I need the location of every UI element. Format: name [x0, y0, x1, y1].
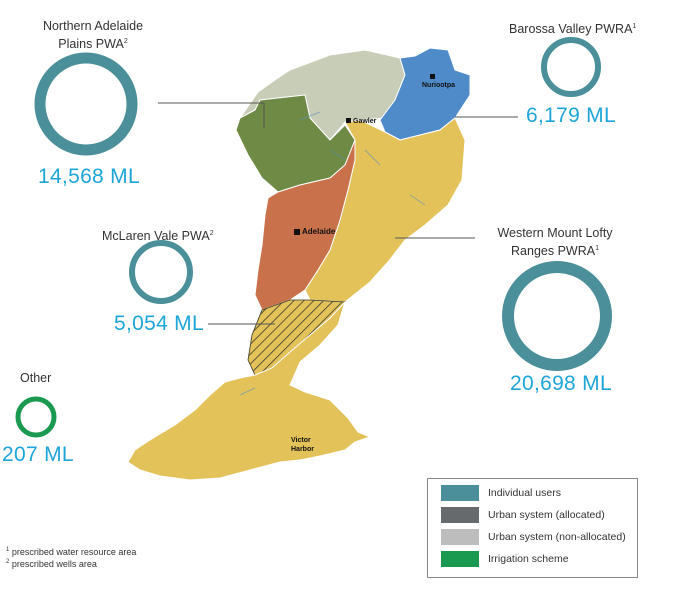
- northern-adelaide-plains-grey-area: [239, 49, 406, 141]
- other-volume-ring: [15, 396, 57, 438]
- mclaren-vale-volume: 5,054 ML: [114, 312, 204, 335]
- victor-harbor-label-line1: Victor: [291, 437, 311, 444]
- adelaide-marker: [294, 229, 300, 235]
- western-mount-lofty-title: Western Mount Lofty Ranges PWRA1: [497, 226, 613, 259]
- other-volume: 207 ML: [2, 443, 74, 466]
- barossa-volume: 6,179 ML: [526, 104, 616, 127]
- legend-swatch-urban-non-allocated: [441, 529, 479, 545]
- adelaide-label: Adelaide: [302, 227, 336, 236]
- western-mount-lofty-volume-ring: [502, 261, 612, 371]
- legend-label: Urban system (allocated): [488, 509, 605, 521]
- footnote-2: 2 prescribed wells area: [6, 559, 97, 569]
- barossa-volume-ring: [541, 37, 601, 97]
- legend-label: Irrigation scheme: [488, 553, 569, 565]
- legend-item-irrigation-scheme: Irrigation scheme: [441, 551, 569, 567]
- mclaren-vale-area: [254, 139, 356, 311]
- barossa-title: Barossa Valley PWRA1: [509, 22, 637, 37]
- northern-adelaide-volume: 14,568 ML: [38, 165, 140, 188]
- nuriootpa-label: Nuriootpa: [422, 82, 456, 89]
- footnote-1: 1 prescribed water resource area: [6, 547, 137, 557]
- legend-swatch-urban-allocated: [441, 507, 479, 523]
- gawler-label: Gawler: [353, 118, 377, 125]
- legend-swatch-individual-users: [441, 485, 479, 501]
- nuriootpa-marker: [430, 74, 435, 79]
- mclaren-vale-volume-ring: [129, 240, 193, 304]
- victor-harbor-label-line2: Harbor: [291, 446, 314, 453]
- legend-label: Individual users: [488, 487, 561, 499]
- northern-adelaide-volume-ring: [34, 52, 138, 156]
- legend-label: Urban system (non-allocated): [488, 531, 626, 543]
- northern-adelaide-title: Northern Adelaide Plains PWA2: [42, 19, 144, 52]
- gawler-marker: [346, 118, 351, 123]
- western-mount-lofty-volume: 20,698 ML: [510, 372, 612, 395]
- river-lines: [239, 111, 426, 396]
- legend-item-urban-non-allocated: Urban system (non-allocated): [441, 529, 626, 545]
- legend-item-individual-users: Individual users: [441, 485, 561, 501]
- legend-item-urban-allocated: Urban system (allocated): [441, 507, 605, 523]
- legend: Individual users Urban system (allocated…: [427, 478, 638, 578]
- other-title: Other: [20, 371, 52, 385]
- legend-swatch-irrigation-scheme: [441, 551, 479, 567]
- mclaren-vale-title: McLaren Vale PWA2: [102, 229, 214, 244]
